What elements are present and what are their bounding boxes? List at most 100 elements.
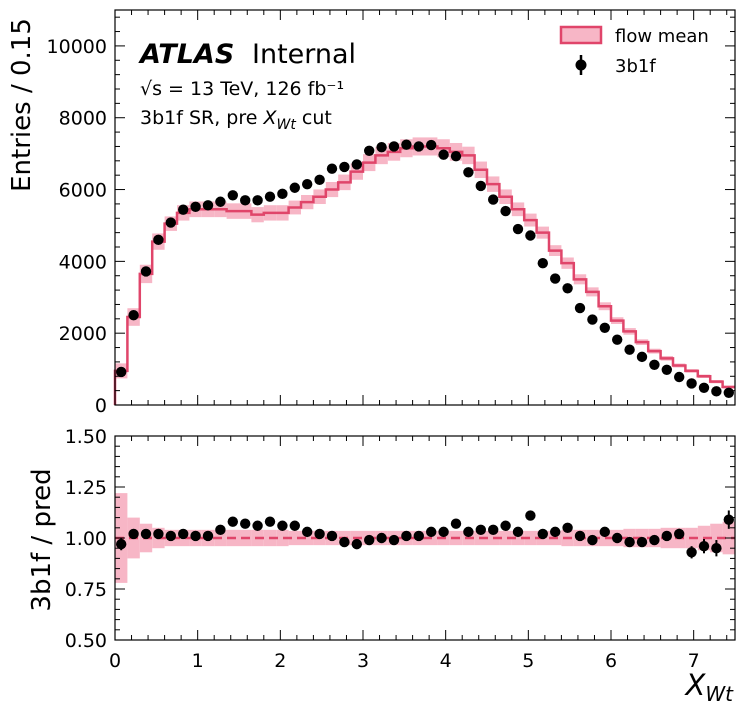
y-tick-label: 1.00 bbox=[65, 528, 107, 550]
ratio-band-bin bbox=[288, 530, 301, 546]
legend-flow-mean-swatch bbox=[559, 25, 603, 45]
y-tick-label: 0.50 bbox=[65, 630, 107, 652]
ratio-point bbox=[525, 510, 536, 521]
data-point bbox=[277, 188, 288, 200]
ratio-point bbox=[388, 534, 400, 546]
atlas-label: ATLAS bbox=[138, 39, 234, 70]
data-point bbox=[612, 334, 623, 345]
ratio-point bbox=[711, 543, 722, 554]
ratio-point bbox=[562, 522, 573, 533]
data-point bbox=[215, 196, 226, 207]
ratio-point bbox=[612, 532, 623, 544]
ratio-point bbox=[599, 526, 610, 538]
data-point bbox=[128, 310, 139, 321]
energy-lumi-label: √s = 13 TeV, 126 fb⁻¹ bbox=[140, 78, 344, 100]
data-point bbox=[165, 217, 176, 228]
ratio-point bbox=[165, 530, 176, 542]
x-tick-label: 3 bbox=[357, 650, 369, 672]
data-point bbox=[711, 386, 722, 397]
x-tick-label: 1 bbox=[192, 650, 204, 672]
y-tick-label: 4000 bbox=[59, 251, 107, 273]
ratio-point bbox=[686, 547, 697, 558]
data-point bbox=[723, 387, 734, 398]
y-tick-label: 2000 bbox=[59, 323, 107, 345]
ratio-band-bin bbox=[524, 530, 537, 546]
ratio-point bbox=[500, 520, 511, 531]
x-tick-label: 7 bbox=[688, 650, 700, 672]
ratio-point bbox=[215, 524, 226, 536]
ratio-point bbox=[116, 538, 127, 550]
data-point bbox=[636, 351, 648, 363]
main-y-axis-label: Entries / 0.15 bbox=[7, 18, 37, 192]
x-tick-label: 0 bbox=[109, 650, 121, 672]
y-tick-label: 0 bbox=[95, 395, 107, 417]
ratio-point bbox=[339, 536, 350, 548]
data-point bbox=[488, 194, 499, 205]
ratio-point bbox=[128, 528, 139, 540]
x-tick-label: 2 bbox=[274, 650, 286, 672]
data-point bbox=[202, 200, 214, 211]
x-axis-label-sub: Wt bbox=[705, 682, 734, 706]
ratio-point bbox=[698, 540, 710, 552]
ratio-point bbox=[289, 520, 300, 531]
ratio-point bbox=[723, 514, 734, 525]
data-point bbox=[450, 150, 462, 162]
data-point bbox=[599, 322, 610, 333]
data-points-3b1f bbox=[116, 139, 734, 398]
main-plot-frame bbox=[114, 9, 736, 406]
data-point bbox=[364, 145, 375, 156]
data-point bbox=[661, 364, 672, 376]
data-point bbox=[227, 190, 238, 201]
ratio-point bbox=[153, 528, 164, 540]
x-tick-label: 6 bbox=[605, 650, 617, 672]
legend-3b1f-marker bbox=[575, 59, 587, 71]
data-point bbox=[550, 273, 561, 284]
y-tick-label: 1.25 bbox=[65, 477, 107, 499]
ratio-point bbox=[376, 532, 387, 544]
data-point bbox=[302, 178, 313, 190]
data-point bbox=[686, 378, 697, 389]
x-tick-label: 4 bbox=[440, 650, 452, 672]
region-label: 3b1f SR, pre XWt cut bbox=[140, 107, 332, 133]
ratio-point bbox=[574, 530, 586, 542]
ratio-point bbox=[264, 516, 276, 527]
data-point bbox=[140, 266, 152, 277]
data-point bbox=[326, 163, 338, 174]
ratio-axis-ticks: 0 1 2 3 4 5 6 7 0.50 0.75 1.00 1.25 1.50 bbox=[65, 426, 735, 672]
main-panel: 0 2000 4000 6000 8000 10000 Entries / 0.15 AT… bbox=[7, 9, 736, 417]
data-point bbox=[587, 314, 598, 325]
data-point bbox=[351, 159, 362, 170]
data-point bbox=[388, 141, 400, 152]
ratio-point bbox=[450, 518, 462, 529]
data-point bbox=[289, 182, 300, 193]
ratio-panel: 0 1 2 3 4 5 6 7 0.50 0.75 1.00 1.25 1.50 3b1f / pred… bbox=[27, 426, 736, 706]
ratio-point bbox=[364, 534, 375, 546]
ratio-point bbox=[202, 530, 214, 542]
ratio-point bbox=[587, 534, 598, 546]
ratio-point bbox=[326, 530, 338, 542]
data-point bbox=[537, 257, 548, 269]
data-point bbox=[649, 359, 660, 370]
ratio-point bbox=[227, 516, 238, 527]
data-point bbox=[525, 230, 536, 241]
x-axis-label-var: X bbox=[684, 668, 707, 702]
data-point bbox=[401, 139, 412, 150]
ratio-band-bin bbox=[499, 530, 512, 546]
data-point bbox=[475, 180, 486, 192]
data-point bbox=[698, 382, 710, 393]
data-point bbox=[339, 161, 350, 173]
ratio-point bbox=[277, 520, 288, 531]
ratio-point bbox=[190, 530, 201, 542]
ratio-point bbox=[426, 526, 437, 538]
ratio-point bbox=[674, 528, 685, 540]
y-tick-label: 6000 bbox=[59, 180, 107, 202]
data-point bbox=[512, 223, 524, 235]
data-point bbox=[153, 234, 164, 246]
x-axis-label: XWt bbox=[684, 668, 735, 706]
legend-flow-mean-label: flow mean bbox=[615, 26, 709, 47]
ratio-y-axis-label: 3b1f / pred bbox=[27, 468, 57, 611]
x-tick-label: 5 bbox=[522, 650, 534, 672]
region-label-sub: Wt bbox=[277, 117, 297, 133]
ratio-point bbox=[351, 538, 362, 550]
data-point bbox=[264, 191, 276, 202]
